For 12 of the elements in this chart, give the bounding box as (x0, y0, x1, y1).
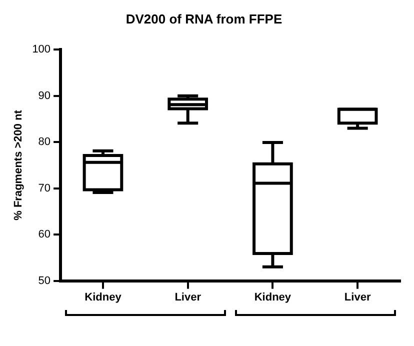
chart-title: DV200 of RNA from FFPE (126, 11, 282, 26)
x-tick-label: Kidney (84, 291, 122, 304)
y-tick-label: 70 (38, 182, 51, 194)
y-axis-title: % Fragments >200 nt (12, 110, 25, 220)
y-tick-label: 80 (38, 136, 51, 148)
x-tick-label: Kidney (254, 291, 292, 304)
x-tick-label: Liver (344, 291, 372, 304)
y-tick-label: 100 (32, 44, 51, 56)
y-tick-label: 90 (38, 90, 51, 102)
x-tick-label: Liver (174, 291, 202, 304)
y-tick-label: 50 (38, 274, 51, 287)
y-tick-label: 60 (38, 228, 51, 241)
